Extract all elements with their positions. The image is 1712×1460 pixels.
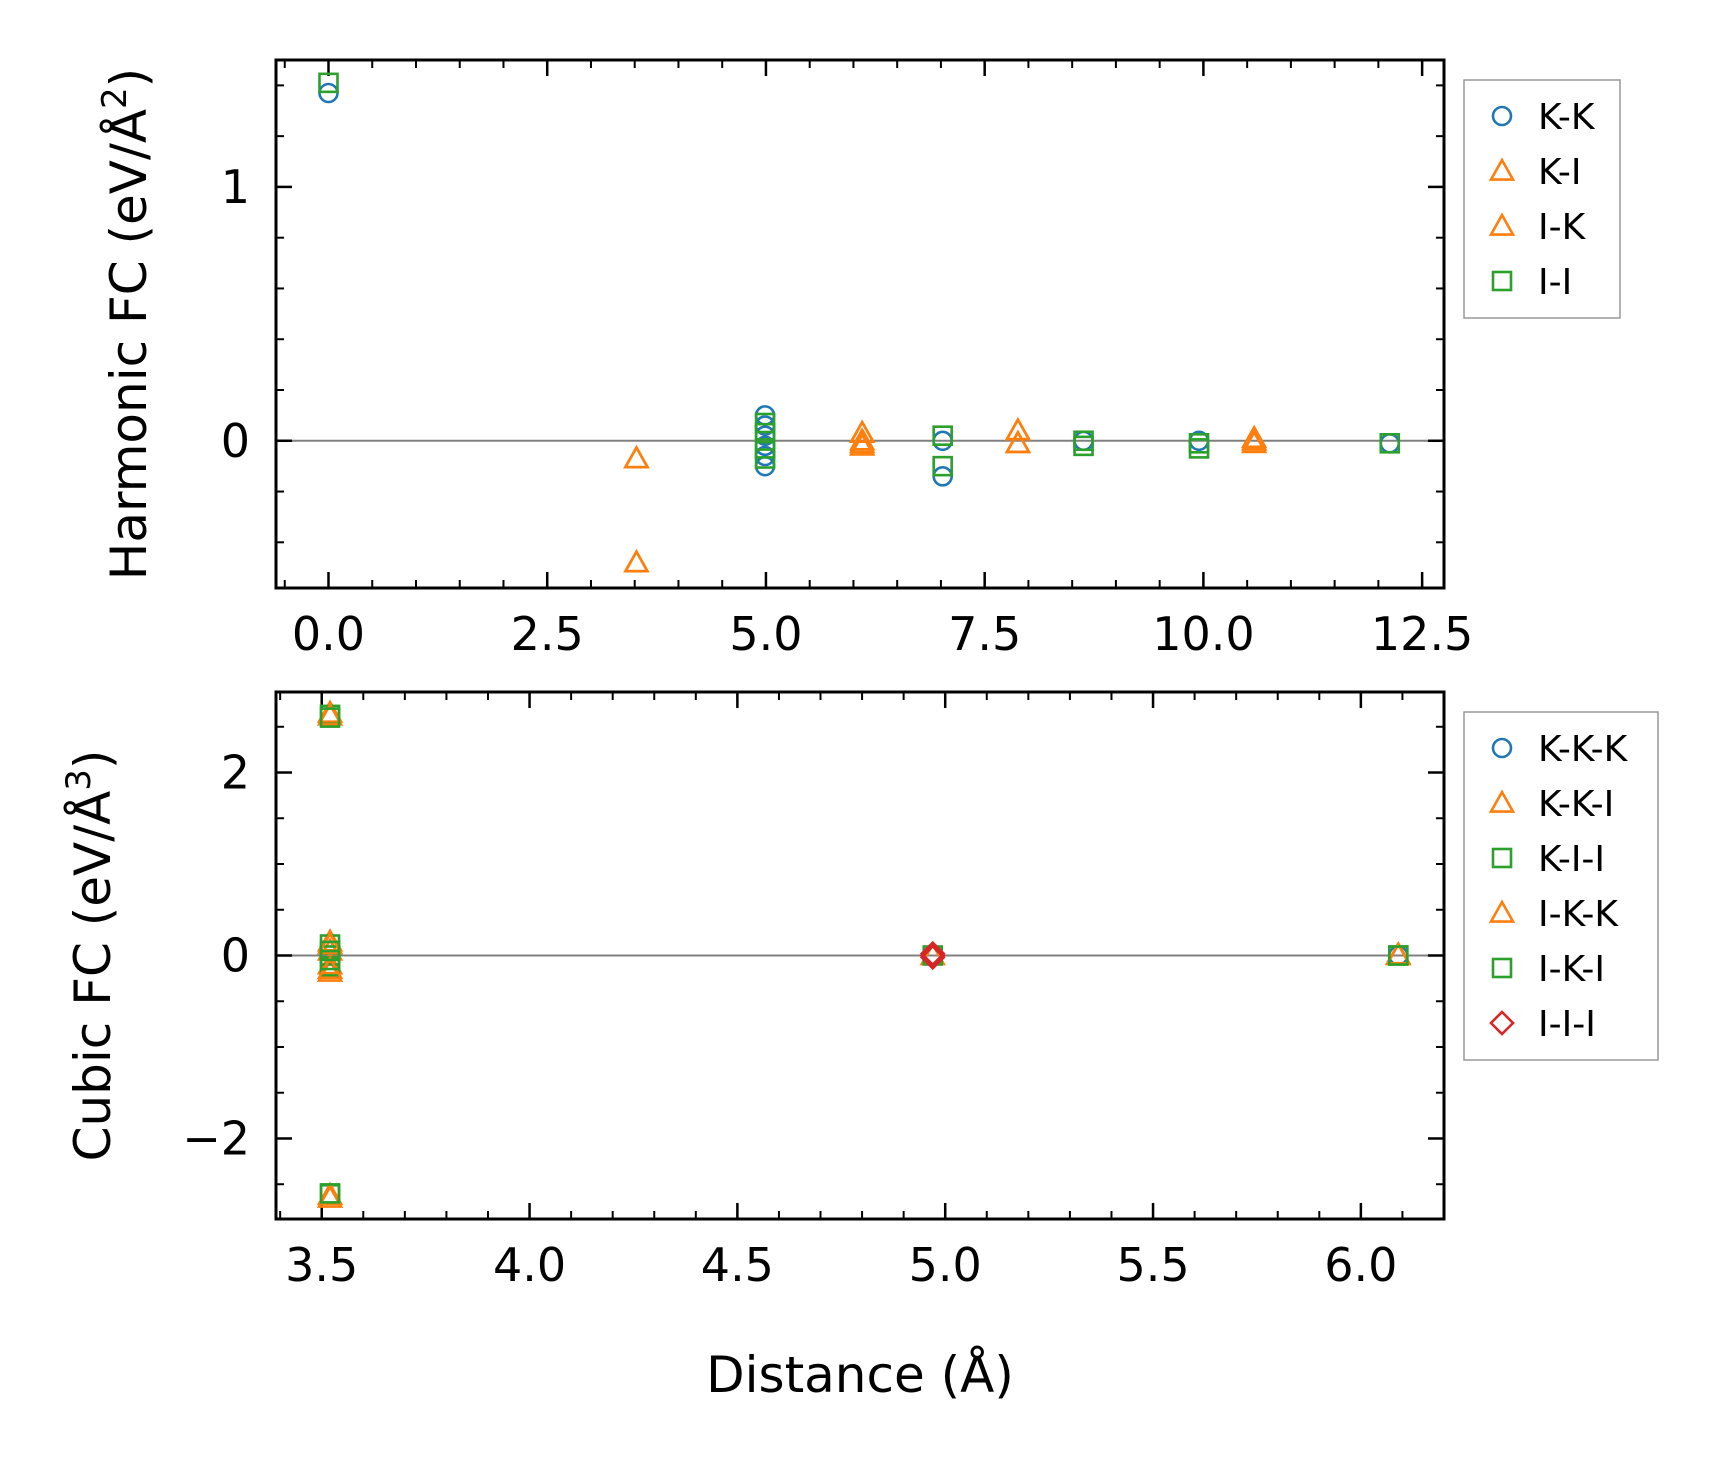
harmonic-y-tick-labels: 01 <box>221 160 250 468</box>
harmonic-legend: K-K K-I I-K I-I <box>1463 79 1621 319</box>
cubic-legend-box <box>1463 711 1659 1061</box>
harmonic-x-tick-label: 5.0 <box>729 607 802 661</box>
cubic-x-tick-label: 4.5 <box>701 1238 774 1292</box>
cubic-x-tick-label: 5.5 <box>1116 1238 1189 1292</box>
harmonic-legend-item-i-i: I-I <box>1491 262 1572 303</box>
harmonic-legend-item-k-i: K-I <box>1488 152 1581 193</box>
harmonic-legend-marker-i-i <box>1491 270 1513 292</box>
cubic-legend-item-k-k-k: K-K-K <box>1491 729 1629 770</box>
harmonic-point-i-k <box>1240 427 1268 451</box>
cubic-point-i-k-k <box>316 930 344 955</box>
cubic-legend-marker-i-k-i <box>1491 957 1513 979</box>
harmonic-legend-item-k-k: K-K <box>1491 97 1596 138</box>
cubic-legend-marker-k-k-i <box>1488 789 1516 813</box>
harmonic-point-i-i <box>932 455 953 477</box>
cubic-point-i-i-i <box>919 944 946 971</box>
cubic-y-axis-label: Cubic FC (eV/Å3) <box>59 750 122 1162</box>
cubic-point-i-k-k <box>316 702 344 726</box>
harmonic-point-i-k <box>623 444 650 469</box>
harmonic-legend-label: I-I <box>1538 262 1572 303</box>
harmonic-markers <box>318 72 1401 573</box>
cubic-legend-marker-i-i-i <box>1489 1010 1515 1036</box>
harmonic-x-tick-label: 7.5 <box>948 607 1021 661</box>
distance-x-axis-label: Distance (Å) <box>706 1346 1014 1404</box>
cubic-series-i-i-i <box>919 940 946 971</box>
cubic-legend-item-i-k-k: I-K-K <box>1488 894 1619 935</box>
harmonic-point-i-k <box>1004 429 1032 454</box>
harmonic-legend-marker-i-k <box>1488 212 1516 236</box>
cubic-legend-marker-k-k-k <box>1491 737 1513 759</box>
cubic-x-tick-labels: 3.5 4.0 4.5 5.0 5.5 6.0 <box>285 1238 1397 1292</box>
harmonic-point-i-i <box>318 72 339 94</box>
harmonic-legend-marker-k-k <box>1491 105 1513 127</box>
cubic-legend-label: I-K-I <box>1538 949 1605 990</box>
harmonic-point-i-i <box>932 425 953 446</box>
cubic-legend-item-i-i-i: I-I-I <box>1489 1004 1596 1045</box>
cubic-legend-label: K-K-K <box>1538 729 1629 770</box>
cubic-legend-label: I-I-I <box>1538 1004 1596 1045</box>
harmonic-series-i-i <box>318 72 1401 477</box>
harmonic-point-i-k <box>623 548 650 573</box>
harmonic-fc-panel: 0.0 2.5 5.0 7.5 10.0 12.5 01 Harmonic FC (eV/… <box>95 58 1621 661</box>
cubic-fc-panel: 3.5 4.0 4.5 5.0 5.5 6.0 −2 0 2 Cubic FC (eV/Å3)… <box>59 690 1659 1404</box>
harmonic-x-tick-label: 10.0 <box>1152 607 1254 661</box>
cubic-legend-label: K-K-I <box>1538 784 1614 825</box>
cubic-x-tick-label: 6.0 <box>1324 1238 1397 1292</box>
harmonic-legend-label: I-K <box>1538 207 1587 248</box>
harmonic-point-i-i <box>1188 438 1210 459</box>
harmonic-legend-marker-k-i <box>1488 157 1516 181</box>
harmonic-x-tick-label: 2.5 <box>511 607 584 661</box>
harmonic-x-tick-label: 12.5 <box>1371 607 1473 661</box>
cubic-legend: K-K-K K-K-I K-I-I I-K-K I-K-I I-I-I <box>1463 711 1659 1061</box>
harmonic-plot-frame <box>274 58 1446 590</box>
cubic-point-i-k-k <box>316 1181 344 1206</box>
harmonic-x-tick-label: 0.0 <box>292 607 365 661</box>
harmonic-point-i-k <box>848 429 876 454</box>
harmonic-point-i-i <box>754 448 776 469</box>
cubic-y-tick-labels: −2 0 2 <box>182 746 250 1166</box>
cubic-series-i-k-i <box>319 707 1409 1204</box>
cubic-point-i-k-i <box>319 949 341 971</box>
cubic-y-tick-label: 2 <box>221 746 250 800</box>
cubic-legend-item-k-i-i: K-I-I <box>1491 839 1605 880</box>
harmonic-x-tick-labels: 0.0 2.5 5.0 7.5 10.0 12.5 <box>292 607 1473 661</box>
harmonic-series-i-k <box>623 416 1268 573</box>
harmonic-point-i-k <box>848 419 876 444</box>
cubic-y-tick-label: −2 <box>182 1111 250 1165</box>
cubic-point-i-i-i <box>919 940 946 967</box>
cubic-point-i-k-i <box>319 1183 341 1204</box>
cubic-y-tick-label: 0 <box>221 929 250 983</box>
cubic-point-i-k-i <box>319 707 341 728</box>
cubic-point-i-k-i <box>1387 945 1409 966</box>
cubic-point-k-k-i <box>316 1184 344 1208</box>
cubic-plot-frame <box>274 690 1446 1221</box>
harmonic-legend-label: K-K <box>1538 97 1596 138</box>
harmonic-y-tick-label: 0 <box>221 414 250 468</box>
cubic-markers <box>316 699 1412 1208</box>
harmonic-point-i-k <box>1004 416 1032 441</box>
harmonic-legend-label: K-I <box>1538 152 1581 193</box>
harmonic-legend-box <box>1463 79 1621 319</box>
cubic-x-tick-label: 4.0 <box>493 1238 566 1292</box>
harmonic-legend-item-i-k: I-K <box>1488 207 1587 248</box>
cubic-legend-item-i-k-i: I-K-I <box>1491 949 1605 990</box>
harmonic-point-i-i <box>754 422 776 444</box>
harmonic-point-i-i <box>1073 435 1094 457</box>
cubic-x-tick-label: 3.5 <box>285 1238 358 1292</box>
cubic-legend-item-k-k-i: K-K-I <box>1488 784 1614 825</box>
cubic-legend-label: K-I-I <box>1538 839 1605 880</box>
cubic-x-tick-label: 5.0 <box>909 1238 982 1292</box>
harmonic-y-tick-label: 1 <box>221 160 250 214</box>
cubic-legend-label: I-K-K <box>1538 894 1619 935</box>
cubic-point-k-k-i <box>316 699 344 723</box>
harmonic-y-axis-label: Harmonic FC (eV/Å2) <box>95 68 158 580</box>
cubic-point-k-k-i <box>316 958 344 982</box>
cubic-legend-marker-i-k-k <box>1488 899 1516 923</box>
cubic-legend-marker-k-i-i <box>1491 847 1513 869</box>
harmonic-point-i-i <box>1379 433 1401 454</box>
